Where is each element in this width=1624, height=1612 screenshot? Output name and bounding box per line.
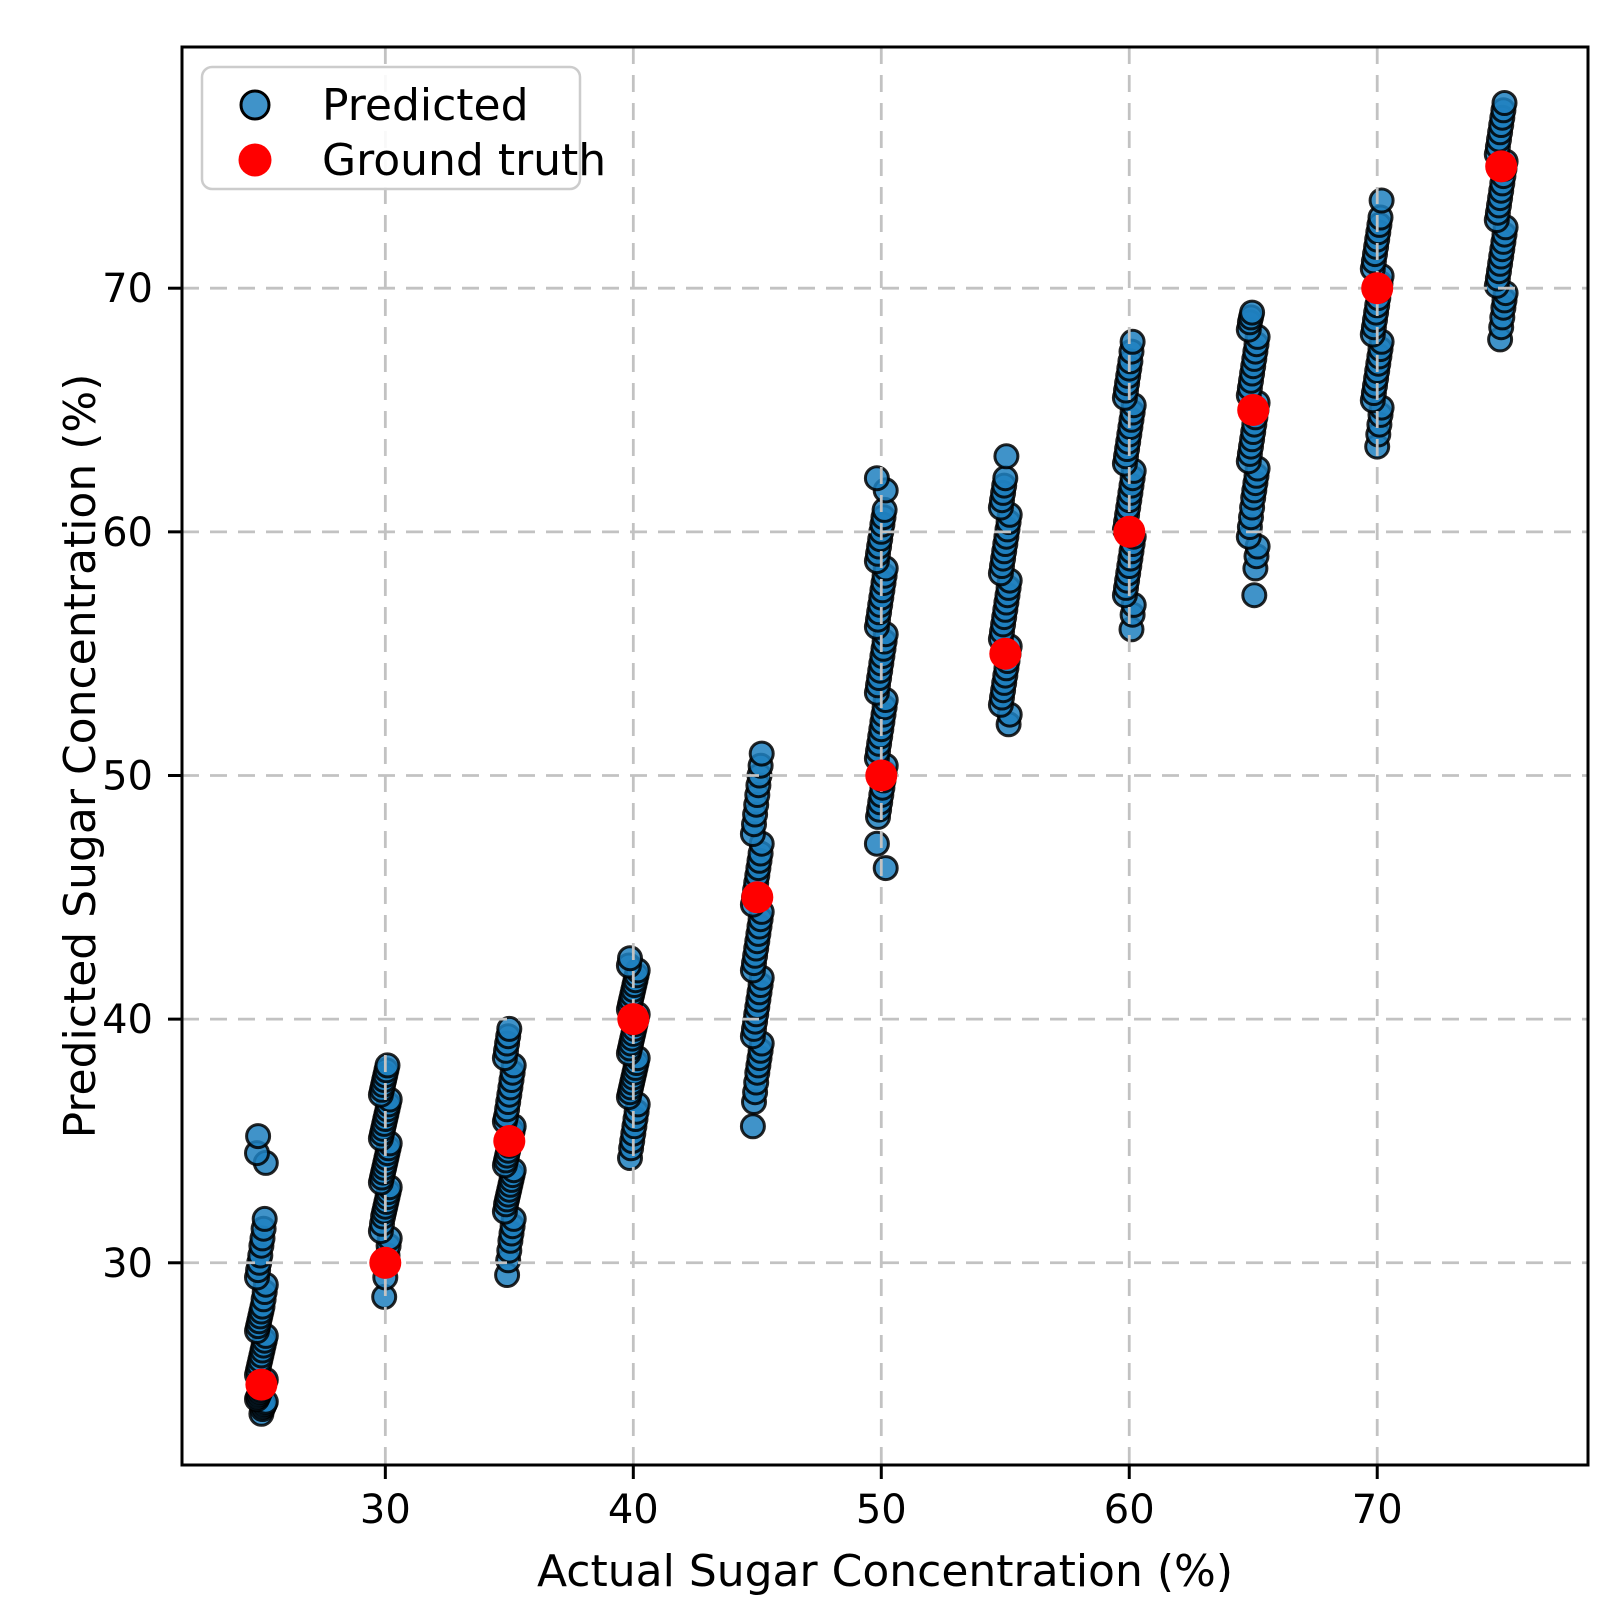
ground-truth-point [865,759,898,792]
ground-truth-point [741,881,774,914]
ground-truth-point [369,1246,402,1279]
predicted-point [374,1052,401,1079]
predicted-point [992,465,1019,492]
predicted-point [863,830,890,857]
legend-label-predicted: Predicted [322,80,529,131]
legend-marker-predicted-icon [239,89,271,121]
predicted-point [617,945,643,972]
y-tick-label: 60 [102,510,153,556]
x-tick-label: 50 [856,1487,907,1533]
ground-truth-point [1485,150,1518,183]
axis-tick-labels: 30 40 50 60 70 30 40 50 60 70 [102,266,1403,1533]
x-axis-label: Actual Sugar Concentration (%) [537,1546,1233,1597]
ground-truth-point [1361,272,1394,305]
predicted-point [872,855,899,882]
x-tick-label: 40 [608,1487,659,1533]
legend-box [200,65,582,191]
x-tick-label: 30 [360,1487,411,1533]
y-axis-label: Predicted Sugar Concentration (%) [55,374,106,1139]
y-tick-label: 50 [102,753,153,799]
predicted-point [496,1015,523,1042]
legend-label-ground-truth: Ground truth [322,135,606,186]
predicted-point [739,1113,766,1140]
predicted-point [1239,299,1266,326]
predicted-point [1491,90,1518,116]
predicted-point [251,1205,278,1232]
ground-truth-point [1113,515,1146,548]
ground-truth-point [245,1368,278,1401]
predicted-point [863,465,890,492]
legend-marker-ground-truth-icon [238,143,272,177]
legend: Predicted Ground truth [200,65,606,191]
ground-truth-point [493,1125,526,1157]
ground-truth-point [989,637,1022,670]
y-tick-label: 40 [102,997,153,1043]
x-tick-label: 60 [1104,1487,1155,1533]
predicted-point [1241,582,1268,609]
ground-truth-point [1237,394,1270,426]
predicted-point [245,1123,272,1150]
predicted-point [748,740,775,767]
x-tick-label: 70 [1352,1487,1403,1533]
plot-border [180,45,1590,1467]
ground-truth-point [617,1003,650,1036]
predicted-point [1119,328,1146,355]
y-tick-label: 30 [102,1241,153,1287]
ground-truth-points-layer [245,150,1518,1401]
predicted-point [993,443,1020,470]
predicted-point [1368,187,1395,214]
y-tick-label: 70 [102,266,153,312]
axis-ticks [168,286,1379,1479]
